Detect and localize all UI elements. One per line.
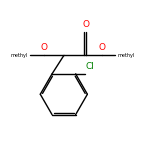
- Text: methyl: methyl: [117, 53, 134, 58]
- Text: O: O: [82, 20, 89, 29]
- Text: Cl: Cl: [86, 62, 95, 71]
- Text: methyl: methyl: [11, 53, 28, 58]
- Text: O: O: [41, 43, 48, 52]
- Text: O: O: [98, 43, 105, 52]
